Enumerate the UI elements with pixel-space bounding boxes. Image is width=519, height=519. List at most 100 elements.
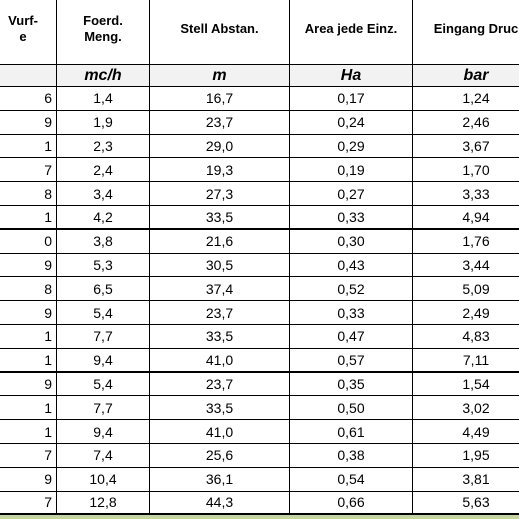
- data-cell: 0,57: [290, 348, 413, 373]
- data-cell: 9: [0, 372, 57, 397]
- data-cell: 0,33: [290, 301, 413, 325]
- data-cell: 1: [0, 206, 57, 230]
- data-cell: 6: [0, 87, 57, 111]
- data-cell: 1: [0, 325, 57, 349]
- data-cell: 5,3: [57, 253, 150, 278]
- data-cell: 0: [0, 229, 57, 254]
- data-cell: 3,8: [57, 229, 150, 254]
- header-text: Foerd.: [83, 13, 123, 28]
- header-text: Area jede Einz.: [304, 21, 398, 36]
- data-cell: 4,94: [413, 206, 519, 230]
- header-text: Stell Abstan.: [180, 21, 259, 36]
- data-cell: 1,9: [57, 110, 150, 135]
- data-cell: 7: [0, 158, 57, 183]
- column-header: Eingang Druc: [413, 0, 519, 65]
- header-text: Meng.: [84, 29, 122, 44]
- data-cell: 7,4: [57, 444, 150, 468]
- data-cell: 9: [0, 301, 57, 325]
- data-cell: 33,5: [150, 396, 290, 421]
- data-cell: 3,67: [413, 135, 519, 159]
- data-cell: 3,44: [413, 254, 519, 278]
- data-cell: 0,66: [290, 491, 413, 516]
- data-cell: 1,24: [413, 87, 519, 111]
- data-cell: 2,46: [413, 111, 519, 135]
- data-cell: 9: [0, 110, 57, 135]
- data-cell: 12,8: [57, 491, 150, 516]
- unit-cell: [0, 65, 57, 87]
- data-cell: 0,50: [290, 396, 413, 421]
- data-cell: 19,3: [150, 158, 290, 183]
- data-cell: 1: [0, 396, 57, 421]
- data-cell: 0,29: [290, 134, 413, 159]
- data-cell: 0,17: [290, 87, 413, 111]
- data-cell: 29,0: [150, 134, 290, 159]
- data-cell: 3,4: [57, 182, 150, 206]
- data-cell: 36,1: [150, 467, 290, 492]
- unit-cell: bar: [413, 65, 519, 87]
- data-cell: 7,11: [413, 349, 519, 373]
- footer-strip: [0, 515, 519, 519]
- data-cell: 9,4: [57, 348, 150, 373]
- data-cell: 0,52: [290, 277, 413, 302]
- data-cell: 0,35: [290, 372, 413, 397]
- data-cell: 41,0: [150, 348, 290, 373]
- unit-cell: mc/h: [57, 65, 150, 87]
- data-cell: 7: [0, 444, 57, 468]
- data-cell: 25,6: [150, 444, 290, 468]
- data-cell: 8: [0, 277, 57, 302]
- data-cell: 0,24: [290, 110, 413, 135]
- data-cell: 3,02: [413, 396, 519, 421]
- header-text: Eingang Druc: [433, 21, 519, 36]
- data-cell: 2,3: [57, 134, 150, 159]
- data-cell: 0,38: [290, 444, 413, 468]
- data-cell: 1,76: [413, 230, 519, 254]
- data-cell: 23,7: [150, 110, 290, 135]
- data-cell: 5,4: [57, 301, 150, 325]
- data-cell: 5,63: [413, 492, 519, 516]
- header-text: Vurf-: [8, 13, 38, 28]
- data-cell: 10,4: [57, 467, 150, 492]
- data-cell: 4,49: [413, 420, 519, 444]
- data-cell: 27,3: [150, 182, 290, 206]
- data-cell: 1,95: [413, 444, 519, 468]
- data-cell: 7: [0, 491, 57, 516]
- data-cell: 16,7: [150, 87, 290, 111]
- data-cell: 5,09: [413, 277, 519, 302]
- data-cell: 0,43: [290, 253, 413, 278]
- data-cell: 6,5: [57, 277, 150, 302]
- data-cell: 1,54: [413, 373, 519, 397]
- column-header: Foerd. Meng.: [57, 0, 150, 65]
- data-cell: 23,7: [150, 301, 290, 325]
- data-cell: 9: [0, 467, 57, 492]
- data-cell: 0,47: [290, 325, 413, 349]
- unit-cell: m: [150, 65, 290, 87]
- data-cell: 2,49: [413, 301, 519, 325]
- data-cell: 0,54: [290, 467, 413, 492]
- unit-cell: Ha: [290, 65, 413, 87]
- data-cell: 7,7: [57, 325, 150, 349]
- data-cell: 21,6: [150, 229, 290, 254]
- data-cell: 7,7: [57, 396, 150, 421]
- data-cell: 0,61: [290, 420, 413, 444]
- column-header: Stell Abstan.: [150, 0, 290, 65]
- column-header: Area jede Einz.: [290, 0, 413, 65]
- data-cell: 1: [0, 134, 57, 159]
- data-cell: 5,4: [57, 372, 150, 397]
- data-cell: 0,19: [290, 158, 413, 183]
- data-cell: 0,33: [290, 206, 413, 230]
- data-cell: 41,0: [150, 420, 290, 444]
- data-cell: 3,81: [413, 468, 519, 492]
- data-cell: 37,4: [150, 277, 290, 302]
- data-cell: 0,27: [290, 182, 413, 206]
- header-text: e: [19, 29, 27, 44]
- data-cell: 4,2: [57, 206, 150, 230]
- data-cell: 3,33: [413, 182, 519, 206]
- data-cell: 9: [0, 253, 57, 278]
- data-cell: 23,7: [150, 372, 290, 397]
- data-cell: 0,30: [290, 229, 413, 254]
- data-cell: 2,4: [57, 158, 150, 183]
- data-cell: 1,70: [413, 158, 519, 183]
- data-cell: 4,83: [413, 325, 519, 349]
- data-cell: 44,3: [150, 491, 290, 516]
